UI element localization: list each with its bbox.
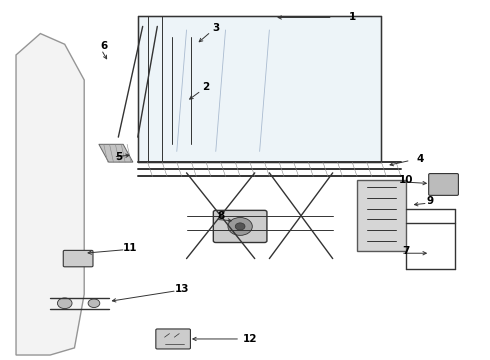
Circle shape xyxy=(88,299,100,307)
Text: 7: 7 xyxy=(402,247,410,256)
Polygon shape xyxy=(16,33,84,355)
Polygon shape xyxy=(138,16,381,162)
Text: 6: 6 xyxy=(100,41,107,51)
Text: 12: 12 xyxy=(243,334,257,344)
Text: 11: 11 xyxy=(123,243,138,253)
Circle shape xyxy=(57,298,72,309)
Text: 9: 9 xyxy=(427,197,434,206)
FancyBboxPatch shape xyxy=(156,329,191,349)
Text: 1: 1 xyxy=(348,13,356,22)
Text: 4: 4 xyxy=(416,154,424,163)
Polygon shape xyxy=(357,180,406,251)
Text: 8: 8 xyxy=(217,211,224,221)
Circle shape xyxy=(235,223,245,230)
Polygon shape xyxy=(99,144,133,162)
Text: 13: 13 xyxy=(174,284,189,294)
Text: 2: 2 xyxy=(202,82,210,92)
FancyBboxPatch shape xyxy=(429,174,459,195)
FancyBboxPatch shape xyxy=(63,250,93,267)
Text: 3: 3 xyxy=(212,23,220,33)
Text: 10: 10 xyxy=(398,175,413,185)
Text: 5: 5 xyxy=(115,152,122,162)
FancyBboxPatch shape xyxy=(213,210,267,243)
Circle shape xyxy=(228,217,252,235)
